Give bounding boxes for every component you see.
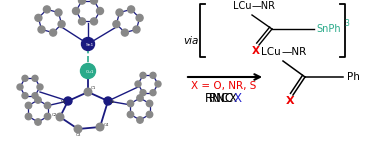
Circle shape	[32, 93, 38, 99]
Text: X: X	[234, 93, 242, 105]
Circle shape	[84, 88, 92, 96]
Circle shape	[135, 81, 141, 87]
Circle shape	[140, 90, 146, 96]
Circle shape	[38, 26, 45, 33]
Text: Ph: Ph	[347, 72, 360, 82]
Circle shape	[128, 6, 135, 13]
Circle shape	[44, 113, 51, 120]
Text: C1: C1	[91, 86, 96, 90]
Text: X: X	[252, 46, 260, 56]
Text: C2: C2	[51, 113, 57, 117]
Circle shape	[104, 97, 112, 105]
Circle shape	[35, 97, 41, 103]
Text: RNCX: RNCX	[204, 93, 237, 105]
Text: C4: C4	[103, 123, 109, 127]
Circle shape	[50, 29, 57, 36]
Text: SnPh: SnPh	[316, 24, 341, 34]
Text: Cu1: Cu1	[86, 70, 94, 74]
Circle shape	[90, 0, 98, 4]
Circle shape	[32, 75, 38, 81]
Circle shape	[150, 90, 156, 96]
Text: C3: C3	[75, 133, 81, 137]
Circle shape	[17, 84, 23, 90]
Text: RNC: RNC	[208, 93, 234, 105]
Circle shape	[58, 21, 65, 28]
Circle shape	[136, 14, 143, 21]
Text: N1: N1	[61, 100, 67, 104]
Text: —NR: —NR	[252, 1, 276, 11]
Circle shape	[96, 7, 104, 14]
Text: LCu: LCu	[234, 1, 252, 11]
Circle shape	[155, 81, 161, 87]
Circle shape	[22, 75, 28, 81]
Circle shape	[43, 6, 50, 13]
Circle shape	[90, 18, 98, 25]
Circle shape	[55, 9, 62, 16]
Circle shape	[150, 72, 156, 78]
Circle shape	[96, 123, 104, 131]
Text: N2: N2	[110, 100, 116, 104]
Circle shape	[137, 117, 143, 123]
Text: LCu: LCu	[261, 47, 281, 57]
Circle shape	[37, 84, 43, 90]
Circle shape	[79, 18, 85, 25]
Text: —NR: —NR	[281, 47, 306, 57]
Circle shape	[133, 26, 140, 33]
Text: X = O, NR, S: X = O, NR, S	[191, 81, 257, 91]
Text: via: via	[183, 36, 198, 46]
Circle shape	[35, 14, 42, 21]
Circle shape	[146, 100, 153, 107]
Circle shape	[113, 21, 120, 28]
Circle shape	[140, 72, 146, 78]
Circle shape	[44, 102, 51, 109]
Text: X: X	[286, 96, 294, 106]
Circle shape	[73, 7, 79, 14]
Circle shape	[81, 63, 96, 79]
Circle shape	[74, 125, 82, 133]
Circle shape	[137, 95, 143, 101]
Circle shape	[22, 93, 28, 99]
Circle shape	[127, 100, 134, 107]
Circle shape	[121, 29, 129, 36]
Circle shape	[116, 9, 123, 16]
Circle shape	[56, 113, 64, 121]
Circle shape	[79, 0, 85, 4]
Circle shape	[35, 119, 41, 125]
Circle shape	[127, 111, 134, 118]
Circle shape	[64, 97, 72, 105]
Text: Sn1: Sn1	[86, 43, 94, 47]
Circle shape	[25, 102, 32, 109]
Circle shape	[146, 111, 153, 118]
Circle shape	[82, 38, 94, 51]
Text: 3: 3	[344, 20, 349, 28]
Circle shape	[25, 113, 32, 120]
